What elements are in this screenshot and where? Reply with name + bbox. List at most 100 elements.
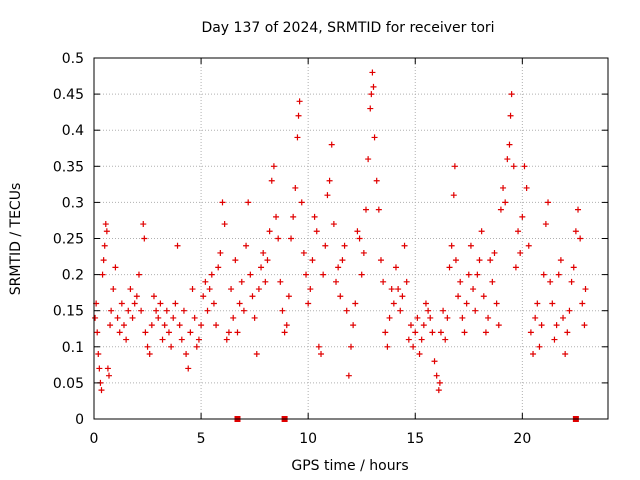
data-point bbox=[204, 307, 211, 314]
data-point bbox=[313, 228, 320, 235]
data-point bbox=[294, 134, 301, 141]
data-point bbox=[223, 336, 230, 343]
x-tick-label: 5 bbox=[197, 431, 206, 447]
data-point bbox=[230, 314, 237, 321]
data-point bbox=[273, 213, 280, 220]
data-point bbox=[489, 278, 496, 285]
data-point bbox=[495, 322, 502, 329]
data-point bbox=[442, 336, 449, 343]
data-point bbox=[96, 365, 103, 372]
data-point bbox=[431, 358, 438, 365]
data-point bbox=[515, 228, 522, 235]
data-point bbox=[221, 221, 228, 228]
data-point bbox=[249, 293, 256, 300]
data-point bbox=[255, 286, 262, 293]
data-point bbox=[295, 112, 302, 119]
data-point bbox=[245, 199, 252, 206]
data-point bbox=[311, 213, 318, 220]
data-point bbox=[161, 322, 168, 329]
data-point bbox=[180, 307, 187, 314]
data-point bbox=[472, 307, 479, 314]
data-point bbox=[236, 300, 243, 307]
data-point bbox=[508, 91, 515, 98]
data-point bbox=[575, 206, 582, 213]
data-point bbox=[298, 199, 305, 206]
data-point bbox=[165, 329, 172, 336]
data-point bbox=[356, 235, 363, 242]
data-point bbox=[135, 271, 142, 278]
data-point bbox=[510, 163, 517, 170]
data-point bbox=[517, 249, 524, 256]
data-point bbox=[322, 242, 329, 249]
data-point bbox=[451, 163, 458, 170]
data-point bbox=[281, 329, 288, 336]
data-point bbox=[240, 307, 247, 314]
data-point bbox=[482, 329, 489, 336]
data-point bbox=[337, 293, 344, 300]
data-point bbox=[467, 242, 474, 249]
data-point bbox=[116, 329, 123, 336]
data-point bbox=[568, 278, 575, 285]
data-points bbox=[92, 69, 589, 394]
data-point bbox=[206, 286, 213, 293]
data-point bbox=[582, 286, 589, 293]
data-point bbox=[397, 307, 404, 314]
data-point bbox=[348, 343, 354, 350]
data-point bbox=[102, 221, 109, 228]
data-point bbox=[110, 286, 117, 293]
data-point bbox=[146, 351, 153, 358]
data-point bbox=[103, 228, 110, 235]
data-point bbox=[392, 264, 399, 271]
data-point bbox=[234, 329, 241, 336]
data-point bbox=[330, 221, 337, 228]
y-tick-label: 0.05 bbox=[53, 376, 84, 392]
data-point bbox=[305, 300, 312, 307]
data-point bbox=[530, 351, 537, 358]
data-point bbox=[491, 249, 498, 256]
data-point bbox=[157, 300, 164, 307]
data-point bbox=[549, 300, 556, 307]
data-point bbox=[362, 206, 369, 213]
data-point bbox=[168, 343, 175, 350]
data-point bbox=[123, 336, 130, 343]
data-point bbox=[388, 286, 395, 293]
data-point bbox=[303, 271, 310, 278]
data-point bbox=[247, 271, 254, 278]
data-point bbox=[320, 271, 327, 278]
plot-frame bbox=[93, 57, 609, 420]
data-point bbox=[189, 286, 196, 293]
data-point bbox=[105, 372, 112, 379]
data-point bbox=[118, 300, 125, 307]
data-point bbox=[527, 329, 534, 336]
data-point bbox=[193, 343, 200, 350]
data-point bbox=[219, 199, 226, 206]
y-tick-label: 0.45 bbox=[53, 87, 84, 103]
data-point bbox=[570, 264, 577, 271]
data-point bbox=[414, 314, 421, 321]
data-point bbox=[185, 365, 192, 372]
data-point bbox=[228, 286, 235, 293]
data-point bbox=[407, 322, 414, 329]
data-point bbox=[285, 293, 292, 300]
data-point bbox=[497, 206, 504, 213]
data-point bbox=[519, 213, 526, 220]
data-point bbox=[264, 257, 271, 264]
data-point bbox=[538, 322, 545, 329]
data-point bbox=[100, 257, 107, 264]
data-point bbox=[350, 322, 357, 329]
data-point bbox=[354, 228, 361, 235]
data-point bbox=[418, 336, 425, 343]
data-point bbox=[474, 271, 481, 278]
data-point bbox=[564, 329, 571, 336]
data-point bbox=[95, 351, 102, 358]
data-point bbox=[416, 351, 423, 358]
data-point bbox=[232, 257, 239, 264]
data-point bbox=[369, 69, 376, 76]
data-point bbox=[551, 336, 558, 343]
data-point bbox=[260, 249, 267, 256]
y-tick-label: 0.15 bbox=[53, 304, 84, 320]
data-point bbox=[176, 322, 183, 329]
data-point bbox=[502, 199, 509, 206]
data-point bbox=[560, 314, 567, 321]
data-point bbox=[131, 300, 138, 307]
